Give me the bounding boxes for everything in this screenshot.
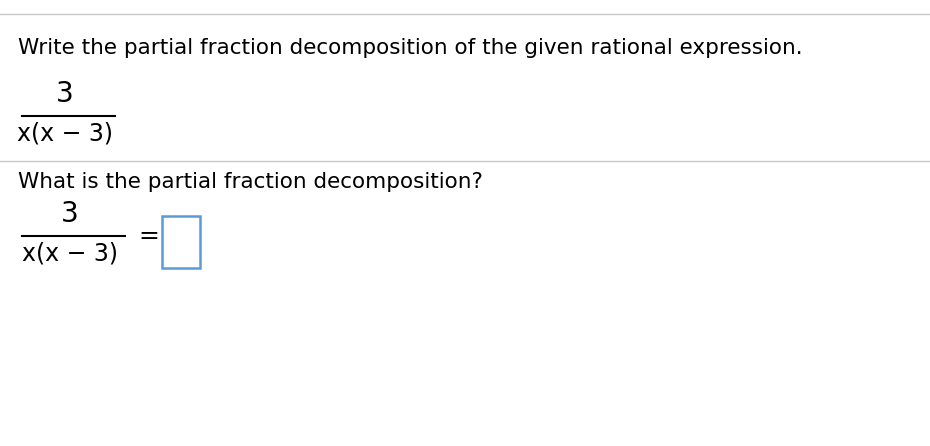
Text: 3: 3 [56, 80, 73, 108]
Text: x(x − 3): x(x − 3) [17, 122, 113, 146]
Text: What is the partial fraction decomposition?: What is the partial fraction decompositi… [18, 172, 483, 192]
Text: =: = [138, 224, 159, 248]
Text: Write the partial fraction decomposition of the given rational expression.: Write the partial fraction decomposition… [18, 38, 803, 58]
FancyBboxPatch shape [162, 216, 200, 268]
Text: x(x − 3): x(x − 3) [22, 242, 118, 266]
Text: 3: 3 [61, 200, 79, 228]
